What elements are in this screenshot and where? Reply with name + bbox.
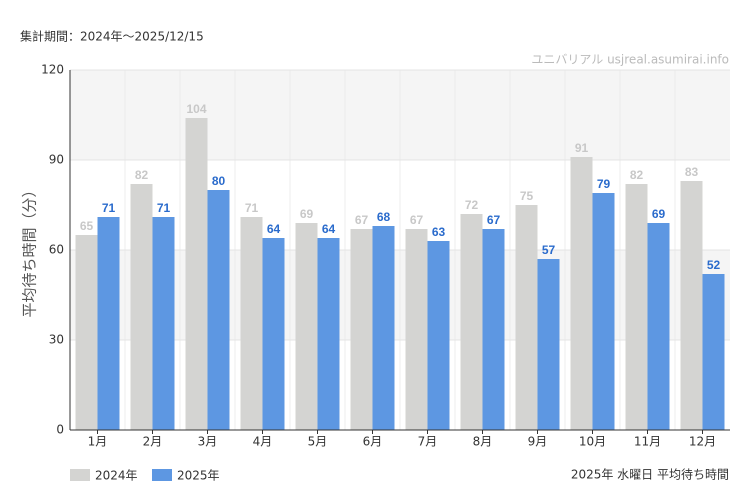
chart-title: 集計期間：2024年～2025/12/15: [20, 29, 204, 44]
watermark: ユニバリアル usjreal.asumirai.info: [531, 53, 729, 67]
value-label: 82: [135, 168, 149, 182]
legend-label: 2024年: [95, 469, 138, 483]
legend-swatch: [152, 469, 172, 481]
x-tick-label: 8月: [473, 435, 493, 449]
bar: [515, 205, 538, 430]
value-label: 65: [80, 219, 94, 233]
bar: [152, 217, 175, 430]
x-tick-label: 9月: [528, 435, 548, 449]
bar: [372, 226, 395, 430]
bar: [75, 235, 98, 430]
bar: [537, 259, 560, 430]
y-tick-label: 90: [49, 153, 64, 167]
bar: [350, 229, 373, 430]
value-label: 64: [322, 222, 336, 236]
value-label: 67: [355, 213, 369, 227]
value-label: 63: [432, 225, 446, 239]
value-label: 69: [300, 207, 314, 221]
value-label: 72: [465, 198, 479, 212]
bar: [262, 238, 285, 430]
bar: [240, 217, 263, 430]
value-label: 69: [652, 207, 666, 221]
value-label: 104: [186, 102, 206, 116]
bar: [427, 241, 450, 430]
value-label: 91: [575, 141, 589, 155]
y-tick-label: 60: [49, 243, 64, 257]
x-tick-label: 11月: [634, 435, 661, 449]
bar: [482, 229, 505, 430]
x-tick-label: 12月: [689, 435, 716, 449]
bar: [295, 223, 318, 430]
value-label: 57: [542, 243, 556, 257]
value-label: 67: [410, 213, 424, 227]
y-tick-label: 0: [56, 423, 64, 437]
bar: [130, 184, 153, 430]
x-tick-label: 2月: [143, 435, 163, 449]
x-tick-label: 1月: [88, 435, 108, 449]
value-label: 52: [707, 258, 721, 272]
value-label: 68: [377, 210, 391, 224]
bar: [647, 223, 670, 430]
value-label: 80: [212, 174, 226, 188]
bar: [207, 190, 230, 430]
y-tick-label: 30: [49, 333, 64, 347]
bar: [702, 274, 725, 430]
value-label: 83: [685, 165, 699, 179]
x-tick-label: 10月: [579, 435, 606, 449]
value-label: 82: [630, 168, 644, 182]
legend-swatch: [70, 469, 90, 481]
bar: [625, 184, 648, 430]
legend-label: 2025年: [177, 469, 220, 483]
x-tick-label: 5月: [308, 435, 328, 449]
bar: [185, 118, 208, 430]
value-label: 71: [102, 201, 116, 215]
value-label: 64: [267, 222, 281, 236]
value-label: 67: [487, 213, 501, 227]
x-tick-label: 4月: [253, 435, 273, 449]
bar: [592, 193, 615, 430]
y-axis-label: 平均待ち時間（分）: [21, 182, 39, 317]
value-label: 71: [245, 201, 259, 215]
x-tick-label: 7月: [418, 435, 438, 449]
bar: [405, 229, 428, 430]
bar: [570, 157, 593, 430]
bar: [97, 217, 120, 430]
value-label: 75: [520, 189, 534, 203]
value-label: 71: [157, 201, 171, 215]
bar: [680, 181, 703, 430]
note: 2025年 水曜日 平均待ち時間: [571, 468, 729, 482]
bar: [460, 214, 483, 430]
value-label: 79: [597, 177, 611, 191]
x-tick-label: 6月: [363, 435, 383, 449]
x-tick-label: 3月: [198, 435, 218, 449]
bar: [317, 238, 340, 430]
y-tick-label: 120: [41, 63, 64, 77]
